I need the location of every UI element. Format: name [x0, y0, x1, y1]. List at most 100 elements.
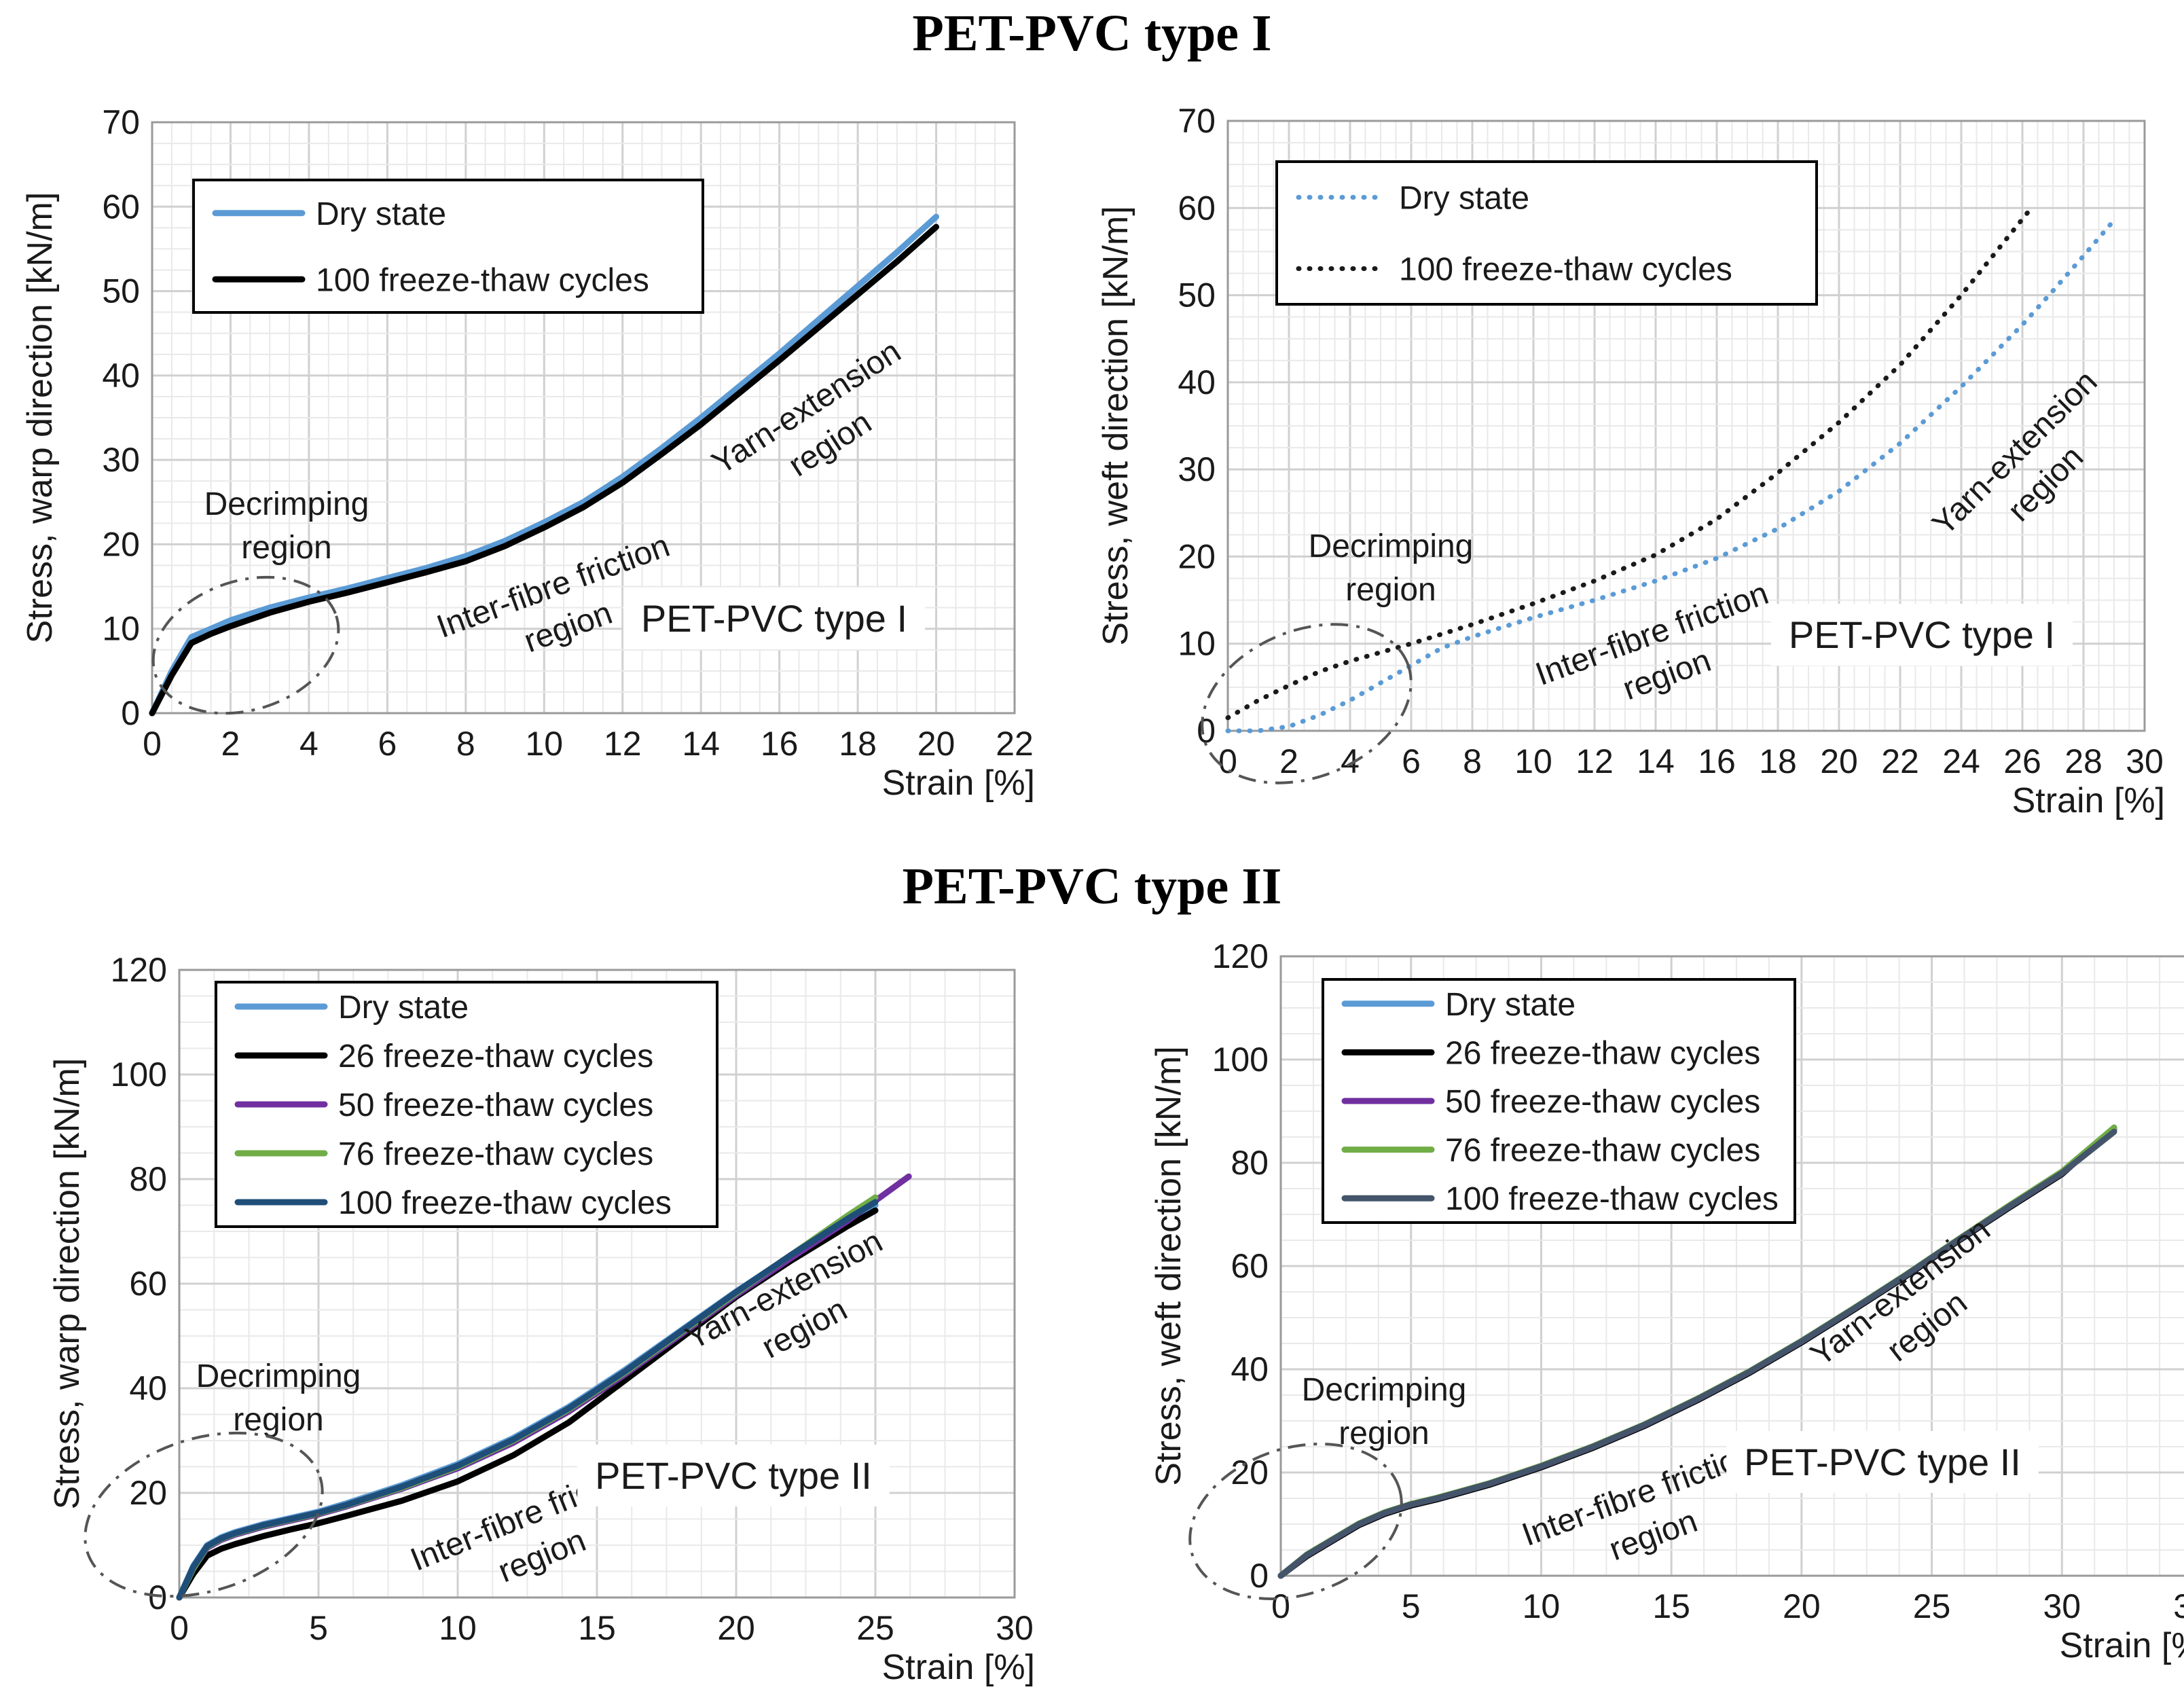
series-line-100-freeze-thaw-cycles [149, 223, 939, 717]
y-tick-label: 40 [102, 357, 140, 395]
chart-type1-weft: 0 2 4 6 8 10 12 14 16 18 20 22 24 26 28 300102030405060… [1096, 102, 2165, 820]
x-tick-label: 5 [309, 1609, 328, 1647]
x-tick-label: 25 [856, 1609, 894, 1647]
chart-type2-weft: 0 5 10 15 20 25 30 35 0 20 40 60 80 100 120 Strain [%] S… [1149, 937, 2184, 1665]
y-tick-label: 120 [1212, 937, 1269, 975]
y-tick-label: 20 [129, 1474, 167, 1512]
legend-label: 26 freeze-thaw cycles [1445, 1035, 1760, 1071]
x-tick-label: 8 [1463, 742, 1482, 780]
x-tick-label: 15 [1652, 1587, 1690, 1625]
x-tick-label: 28 [2064, 742, 2103, 780]
x-tick-label: 20 [1820, 742, 1858, 780]
decrimping-label-line: region [1339, 1415, 1429, 1451]
plot-border [1279, 955, 2184, 1577]
section-title-type-2: PET-PVC type II [902, 858, 1282, 915]
x-tick-label: 26 [2003, 742, 2041, 780]
decrimping-label-line: region [233, 1402, 323, 1438]
legend-label: Dry state [1399, 181, 1529, 217]
x-tick-label: 6 [378, 725, 397, 763]
y-tick-label: 40 [1178, 363, 1216, 401]
x-tick-label: 22 [996, 725, 1034, 763]
plot-border [178, 969, 1016, 1599]
series-line-100-freeze-thaw-cycles [1277, 1128, 2117, 1579]
x-tick-label: 20 [717, 1609, 755, 1647]
legend-label: 50 freeze-thaw cycles [338, 1087, 653, 1123]
x-tick-label: 20 [1783, 1587, 1821, 1625]
x-tick-label: 25 [1913, 1587, 1951, 1625]
legend-label: 76 freeze-thaw cycles [1445, 1133, 1760, 1169]
x-axis-label: Strain [%] [882, 1648, 1035, 1687]
x-tick-label: 2 [221, 725, 240, 763]
y-tick-label: 30 [102, 441, 140, 479]
legend: Dry state 100 freeze-thaw cycles [1275, 160, 1818, 306]
x-tick-label: 6 [1402, 742, 1421, 780]
panel-label: PET-PVC type II [595, 1454, 872, 1497]
x-tick-label: 10 [439, 1609, 477, 1647]
panel-label-background [1726, 1431, 2039, 1493]
x-tick-label: 24 [1942, 742, 1980, 780]
decrimping-region-ellipse [1188, 1443, 1403, 1600]
x-tick-label: 0 [143, 725, 162, 763]
panel-label-background [1770, 604, 2073, 666]
decrimping-label-line: region [1345, 572, 1436, 608]
y-tick-label: 60 [129, 1265, 167, 1303]
decrimping-region-label: Decrimping region [1302, 1372, 1467, 1451]
y-tick-label: 10 [1178, 625, 1216, 663]
decrimping-label-line: Decrimping [1309, 528, 1474, 564]
decrimping-region-ellipse [1201, 623, 1413, 784]
panel-label: PET-PVC type I [641, 597, 907, 640]
y-axis-label: Stress, warp direction [kN/m] [48, 1058, 87, 1510]
decrimping-label-line: Decrimping [196, 1358, 361, 1394]
series-line-dry-state [149, 213, 939, 717]
decrimping-label-line: Decrimping [204, 486, 369, 522]
x-tick-label: 5 [1402, 1587, 1421, 1625]
chart-type2-warp: 0 5 10 15 20 25 30 0 20 40 60 80 100 120 Strain [%] Str… [48, 951, 1035, 1687]
plot-border [1226, 120, 2146, 732]
x-tick-label: 14 [1637, 742, 1675, 780]
x-tick-label: 10 [525, 725, 563, 763]
legend-label: Dry state [316, 196, 446, 232]
x-tick-label: 10 [1523, 1587, 1561, 1625]
y-tick-label: 120 [111, 951, 167, 989]
x-tick-label: 15 [578, 1609, 616, 1647]
chart-type1-warp: 0 2 4 6 8 10 12 14 16 18 20 22 0 10 20 30 40 50 60 70 Strain… [20, 103, 1035, 803]
x-tick-label: 22 [1881, 742, 1919, 780]
legend-label: Dry state [1445, 987, 1576, 1023]
x-tick-label: 2 [1279, 742, 1298, 780]
x-tick-label: 14 [682, 725, 720, 763]
panel-label: PET-PVC type I [1789, 613, 2055, 656]
decrimping-region-ellipse [151, 575, 340, 715]
y-tick-label: 60 [102, 187, 140, 225]
x-tick-label: 0 [170, 1609, 189, 1647]
y-tick-label: 100 [111, 1055, 167, 1094]
section-title-type-1: PET-PVC type I [912, 5, 1272, 62]
y-tick-label: 0 [148, 1578, 167, 1616]
x-tick-label: 12 [604, 725, 642, 763]
legend-label: 76 freeze-thaw cycles [338, 1136, 653, 1172]
decrimping-region-label: Decrimping region [196, 1358, 361, 1438]
x-tick-label: 30 [2043, 1587, 2081, 1625]
series-line-dry-state [1225, 217, 2117, 734]
y-tick-label: 100 [1212, 1041, 1269, 1079]
y-tick-label: 10 [102, 610, 140, 648]
panel-label: PET-PVC type II [1744, 1441, 2021, 1483]
y-tick-label: 80 [1231, 1144, 1269, 1182]
y-tick-label: 70 [1178, 102, 1216, 140]
x-tick-label: 0 [1218, 742, 1237, 780]
legend-label: 100 freeze-thaw cycles [1399, 252, 1732, 288]
decrimping-region-label: Decrimping region [204, 486, 369, 566]
x-tick-label: 12 [1576, 742, 1614, 780]
plot-border [151, 121, 1016, 715]
decrimping-region-label: Decrimping region [1309, 528, 1474, 608]
decrimping-label-line: region [241, 530, 331, 566]
legend-box [192, 179, 704, 314]
x-tick-label: 4 [299, 725, 318, 763]
legend-label: 100 freeze-thaw cycles [338, 1185, 672, 1221]
y-axis-label: Stress, weft direction [kN/m] [1096, 206, 1135, 645]
y-tick-label: 20 [1178, 537, 1216, 575]
y-axis-label: Stress, warp direction [kN/m] [20, 192, 60, 644]
y-tick-label: 50 [102, 272, 140, 310]
legend-label: 26 freeze-thaw cycles [338, 1038, 653, 1074]
y-tick-label: 40 [129, 1369, 167, 1407]
x-tick-label: 20 [917, 725, 956, 763]
